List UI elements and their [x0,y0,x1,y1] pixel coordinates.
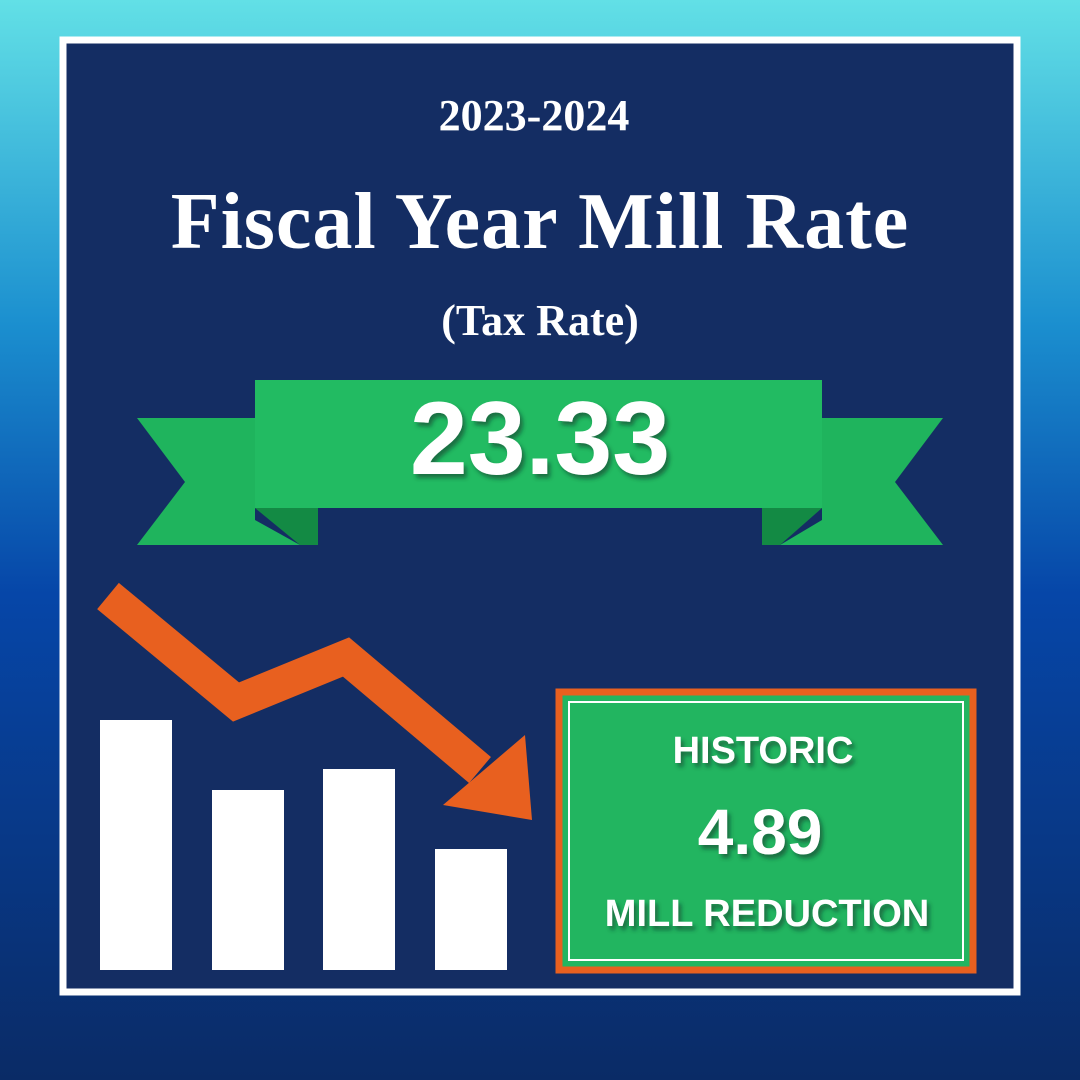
rate-value: 23.33 [410,381,670,497]
years: 2023-2024 [439,91,630,140]
ribbon-fold-left [255,508,318,545]
icon-bar [323,769,395,970]
icon-bar [435,849,507,970]
icon-bar [212,790,284,970]
ribbon-fold-right [762,508,822,545]
callout-line2: MILL REDUCTION [605,893,929,935]
icon-bar [100,720,172,970]
trend-arrow [97,582,491,783]
callout-line1: HISTORIC [673,730,854,772]
callout-amount: 4.89 [698,796,823,868]
subtitle: (Tax Rate) [441,296,639,345]
title: Fiscal Year Mill Rate [171,178,910,266]
ribbon-center [255,380,822,508]
ribbon-tail-left [137,418,300,545]
callout-box [555,688,977,974]
callout-inner-border [568,701,964,961]
ribbon-tail-right [780,418,943,545]
trend-arrowhead [443,735,532,820]
